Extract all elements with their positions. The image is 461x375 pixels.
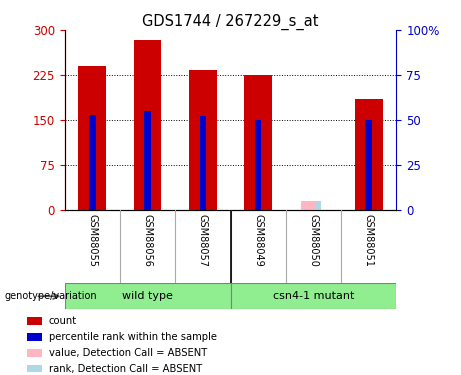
Text: percentile rank within the sample: percentile rank within the sample xyxy=(49,332,217,342)
Text: GSM88051: GSM88051 xyxy=(364,214,374,267)
Bar xyxy=(200,116,206,210)
Bar xyxy=(314,201,321,210)
Bar xyxy=(301,201,317,210)
Bar xyxy=(144,111,151,210)
Bar xyxy=(27,365,42,372)
Text: GSM88056: GSM88056 xyxy=(142,214,153,267)
Bar xyxy=(134,40,161,210)
Bar xyxy=(189,70,217,210)
Text: GSM88057: GSM88057 xyxy=(198,214,208,267)
Text: GSM88049: GSM88049 xyxy=(253,214,263,266)
Text: wild type: wild type xyxy=(122,291,173,301)
Bar xyxy=(230,283,396,309)
Text: GSM88050: GSM88050 xyxy=(308,214,319,267)
Bar xyxy=(27,333,42,340)
Title: GDS1744 / 267229_s_at: GDS1744 / 267229_s_at xyxy=(142,14,319,30)
Bar xyxy=(27,349,42,357)
Text: genotype/variation: genotype/variation xyxy=(5,291,97,301)
Bar xyxy=(89,115,95,210)
Bar xyxy=(244,75,272,210)
Bar xyxy=(78,66,106,210)
Bar xyxy=(255,120,261,210)
Text: csn4-1 mutant: csn4-1 mutant xyxy=(273,291,354,301)
Bar xyxy=(355,99,383,210)
Text: GSM88055: GSM88055 xyxy=(87,214,97,267)
Text: value, Detection Call = ABSENT: value, Detection Call = ABSENT xyxy=(49,348,207,358)
Bar xyxy=(65,283,230,309)
Text: count: count xyxy=(49,316,77,326)
Bar xyxy=(366,120,372,210)
Text: rank, Detection Call = ABSENT: rank, Detection Call = ABSENT xyxy=(49,364,202,374)
Bar xyxy=(27,317,42,325)
